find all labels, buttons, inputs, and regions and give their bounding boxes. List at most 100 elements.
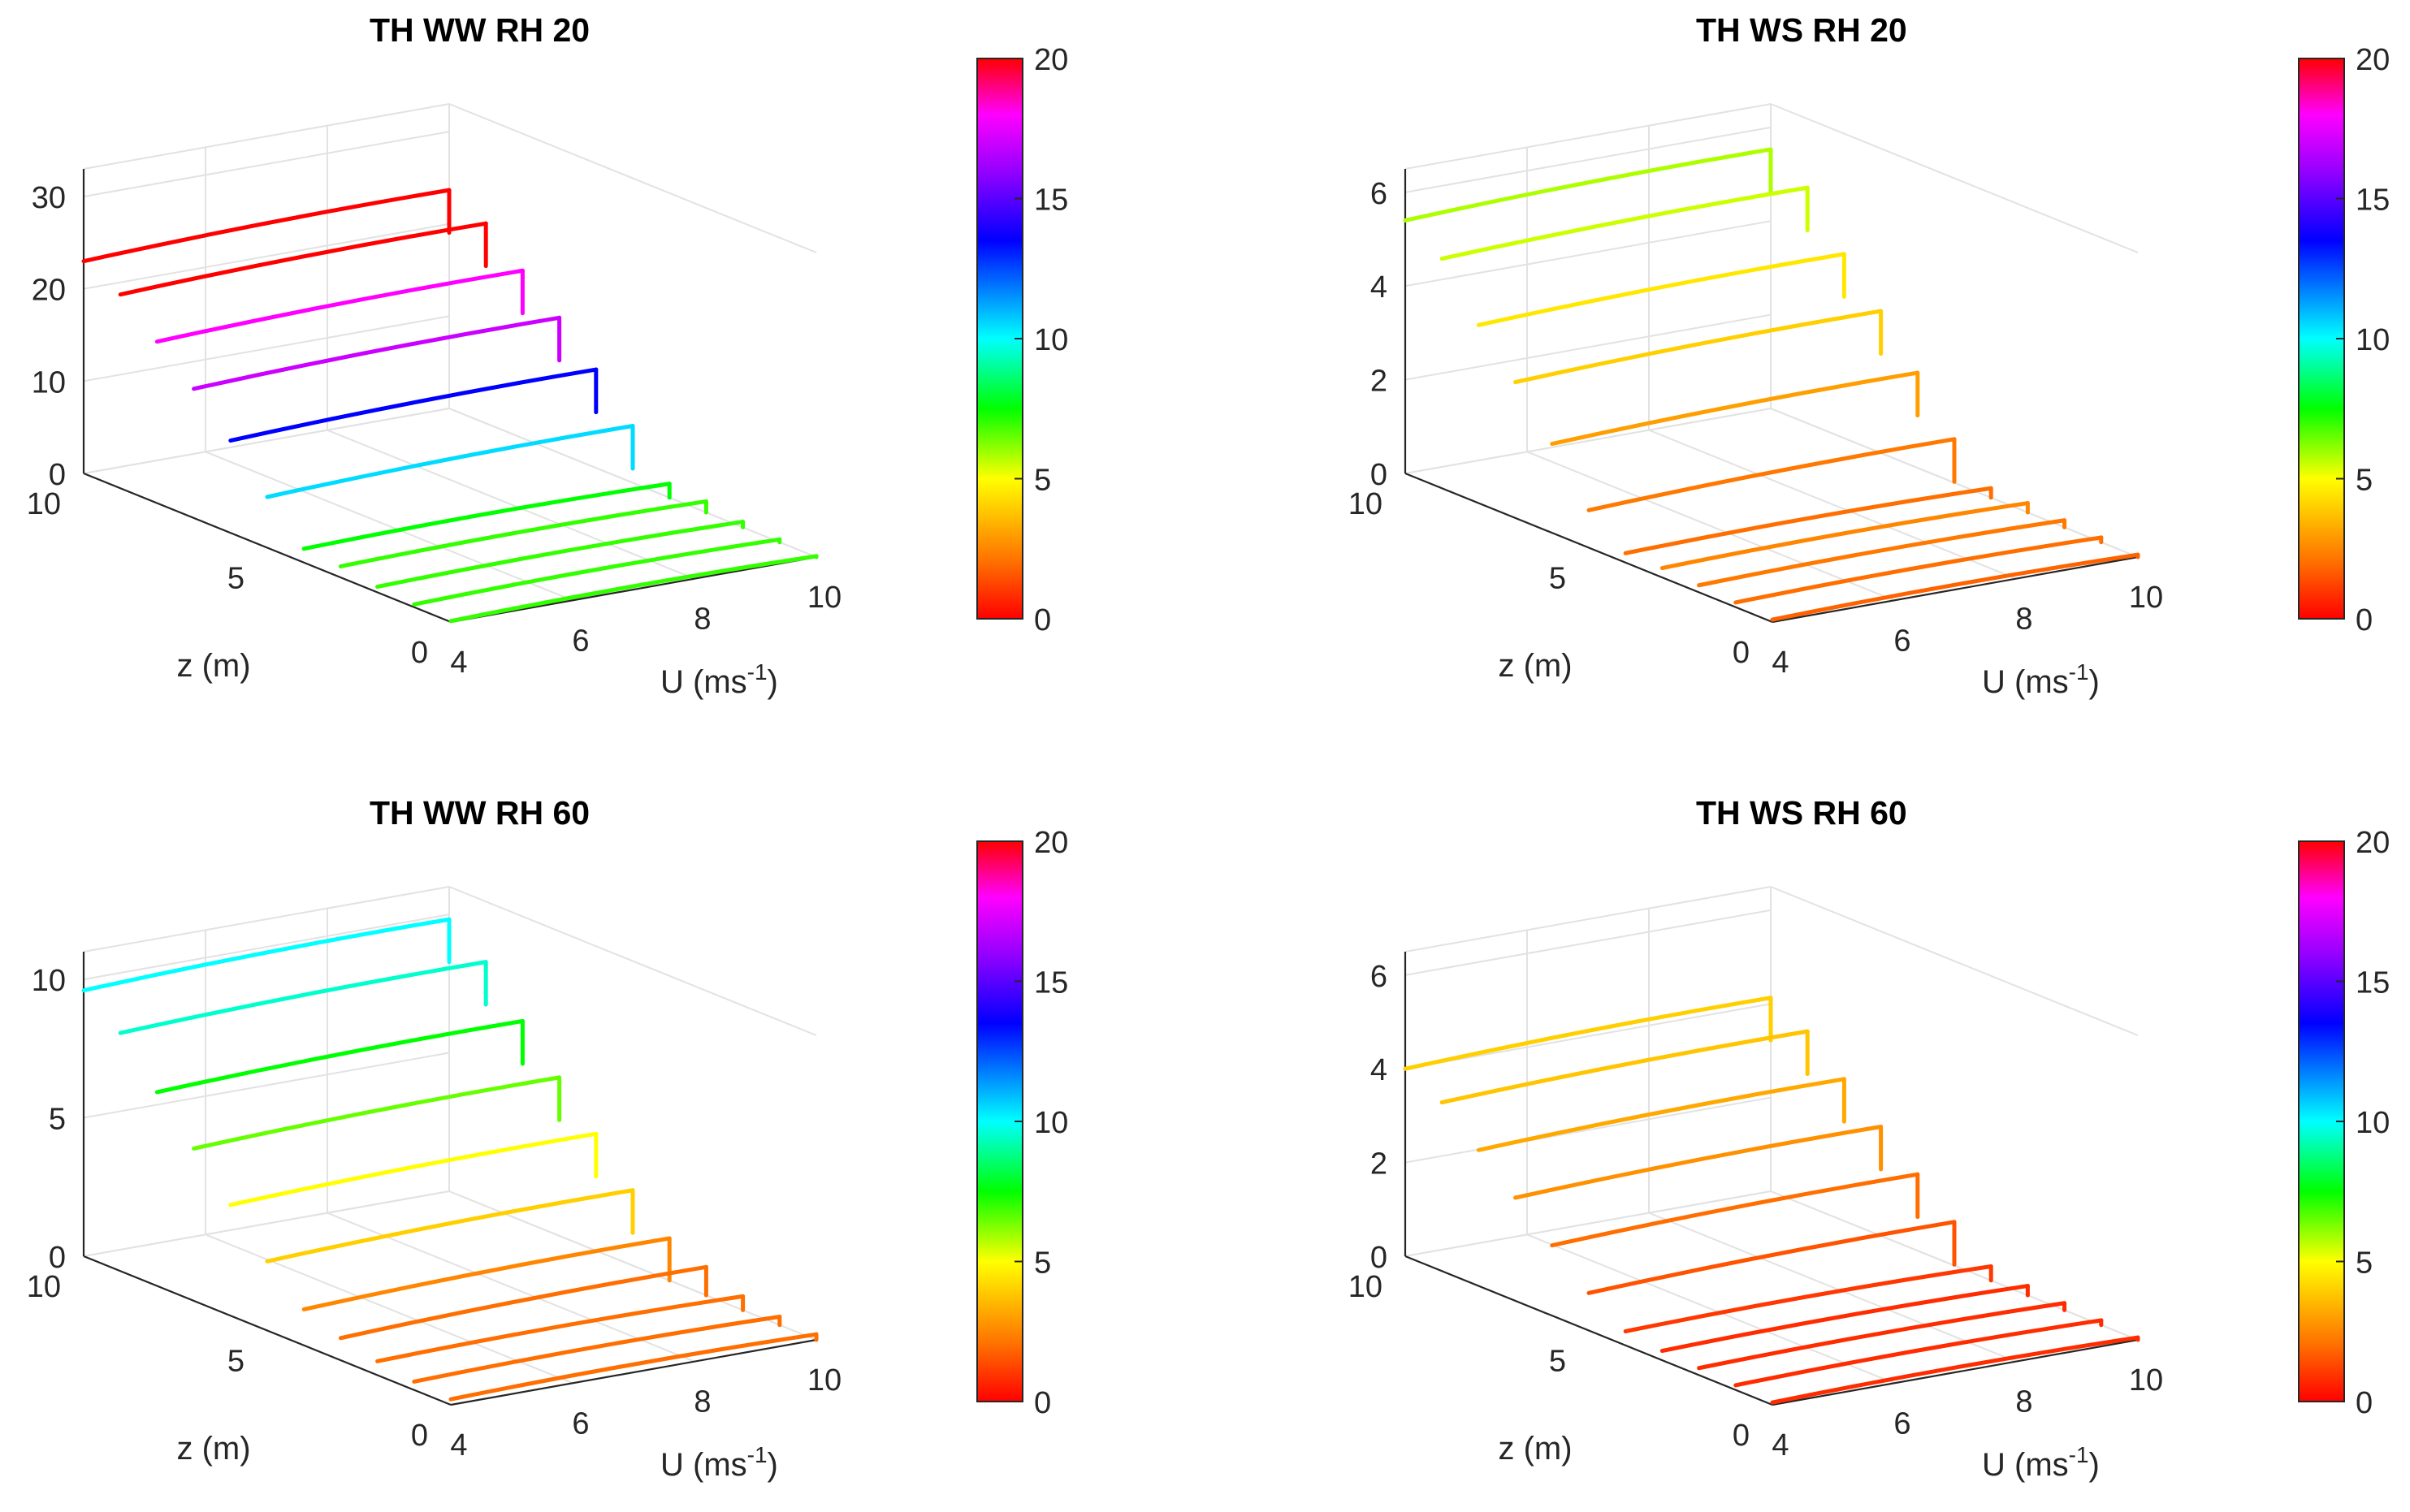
- u-tick-label: 6: [1893, 624, 1910, 658]
- u-axis-label-main: U (ms: [1982, 664, 2069, 700]
- grid-line: [1404, 1190, 1772, 1257]
- series-line: [1697, 518, 2067, 588]
- z-axis: [83, 472, 452, 624]
- grid-line: [1404, 220, 1772, 287]
- series-line: [375, 520, 746, 590]
- chart-panel-1: 0 2 4 6 0 5 10 4 6 8 10 z (m) U (ms-1) 0 5 10 15 20: [1348, 43, 2391, 700]
- height-tick-label: 10: [32, 964, 66, 998]
- series-line: [1550, 370, 1920, 447]
- colorbar-tick-label: 10: [1034, 1106, 1068, 1140]
- grid-line: [83, 914, 450, 981]
- colorbar-tick-label: 0: [2356, 603, 2373, 637]
- u-tick-label: 10: [2129, 1363, 2163, 1398]
- grid-line: [83, 103, 450, 170]
- series-line: [301, 482, 672, 551]
- grid-line: [1404, 1003, 1772, 1070]
- series-line: [1770, 1335, 2140, 1405]
- grid-line: [205, 1233, 573, 1385]
- grid-line: [83, 1052, 450, 1119]
- grid-line: [83, 1190, 450, 1257]
- series-line: [265, 1188, 635, 1264]
- colorbar-tick-label: 5: [2356, 1246, 2373, 1281]
- u-axis-label-main: U (ms: [660, 664, 747, 700]
- u-axis-label-end: ): [768, 1447, 778, 1483]
- panel-title: TH WW RH 20: [370, 11, 591, 49]
- panel-title: TH WS RH 20: [1696, 11, 1907, 49]
- colorbar-tick-label: 10: [2356, 323, 2390, 357]
- colorbar-tick-label: 5: [1034, 464, 1051, 498]
- u-tick-label: 4: [1772, 646, 1789, 680]
- z-tick-label: 10: [1348, 1270, 1382, 1304]
- series-line: [1733, 1318, 2104, 1388]
- u-axis-label: U (ms-1): [1982, 659, 2100, 700]
- series-line: [412, 537, 782, 607]
- series-line: [1697, 1301, 2067, 1371]
- series-line: [375, 1294, 746, 1363]
- grid-line: [448, 886, 817, 1036]
- height-tick-label: 0: [49, 1241, 66, 1275]
- height-tick-label: 5: [49, 1103, 66, 1137]
- grid-line: [327, 429, 695, 580]
- u-tick-label: 10: [807, 581, 842, 615]
- series-line: [1586, 1220, 1957, 1295]
- series-line: [1586, 437, 1957, 512]
- z-tick-label: 0: [1733, 636, 1750, 670]
- series-line: [1623, 486, 1993, 555]
- grid-line: [448, 103, 817, 253]
- colorbar-tick-label: 20: [1034, 826, 1068, 860]
- height-tick-label: 10: [32, 365, 66, 400]
- series-line: [338, 499, 708, 568]
- colorbar-tick-label: 15: [2356, 966, 2390, 1000]
- u-tick-label: 6: [572, 1406, 589, 1441]
- u-axis: [1772, 555, 2139, 624]
- height-tick-label: 0: [1370, 458, 1387, 492]
- u-axis-label-main: U (ms: [660, 1447, 747, 1483]
- series-line: [81, 188, 452, 264]
- panel-title: TH WW RH 60: [370, 794, 591, 832]
- series-line: [265, 424, 635, 499]
- z-tick-label: 0: [411, 1419, 428, 1453]
- series-line: [192, 1075, 562, 1151]
- series-line: [448, 554, 819, 624]
- colorbar-tick-label: 10: [1034, 323, 1068, 357]
- series-line: [118, 221, 488, 297]
- u-axis-label-end: ): [2089, 664, 2100, 700]
- u-tick-label: 4: [450, 646, 467, 680]
- u-axis-label: U (ms-1): [660, 659, 778, 700]
- grid-line: [83, 315, 450, 382]
- grid-line: [1404, 313, 1772, 381]
- series-line: [1439, 185, 1810, 261]
- series-line: [81, 917, 452, 993]
- grid-line: [1770, 103, 2139, 253]
- series-line: [1476, 1077, 1846, 1152]
- grid-line: [1404, 909, 1772, 976]
- u-tick-label: 6: [572, 624, 589, 658]
- grid-line: [1526, 1233, 1895, 1385]
- z-tick-label: 0: [1733, 1419, 1750, 1453]
- series-line: [1550, 1172, 1920, 1248]
- colorbar-tick-label: 20: [2356, 826, 2390, 860]
- z-axis-label: z (m): [176, 1431, 250, 1467]
- series-line: [228, 1131, 599, 1207]
- z-tick-label: 5: [1549, 1345, 1566, 1379]
- grid-line: [1648, 429, 2017, 580]
- z-axis-label: z (m): [1498, 648, 1572, 684]
- series-line: [192, 315, 562, 391]
- z-tick-label: 5: [227, 562, 244, 596]
- series-line: [154, 268, 525, 344]
- colorbar-tick-label: 15: [1034, 966, 1068, 1000]
- height-tick-label: 0: [1370, 1241, 1387, 1275]
- series-line: [1513, 1124, 1884, 1200]
- u-axis-label-sup: -1: [747, 1442, 768, 1467]
- u-axis: [1772, 1338, 2139, 1406]
- u-axis-label: U (ms-1): [1982, 1442, 2100, 1483]
- grid-line: [1526, 451, 1895, 602]
- u-axis-label: U (ms-1): [660, 1442, 778, 1483]
- colorbar-tick-label: 10: [2356, 1106, 2390, 1140]
- u-tick-label: 10: [2129, 581, 2163, 615]
- grid-line: [83, 131, 450, 198]
- u-axis-label-end: ): [2089, 1447, 2100, 1483]
- series-line: [1439, 1029, 1810, 1105]
